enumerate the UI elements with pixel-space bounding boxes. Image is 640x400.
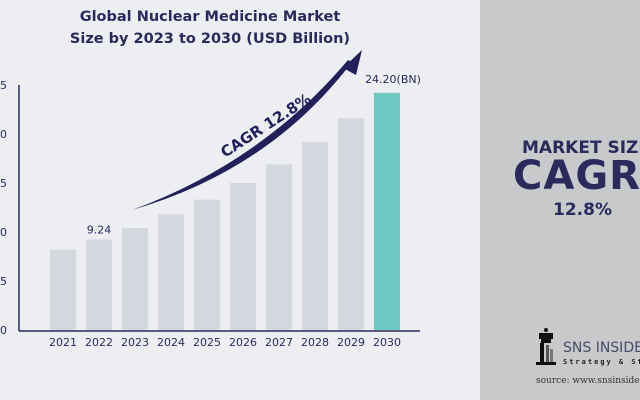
x-tick-label: 2027 — [265, 336, 293, 349]
bar-2021 — [50, 249, 76, 330]
y-tick-label: 10 — [0, 226, 7, 239]
bar-2023 — [122, 228, 148, 330]
brand-name: SNS INSIDER — [563, 340, 640, 356]
y-tick-label: 5 — [0, 275, 7, 288]
x-tick-label: 2023 — [121, 336, 149, 349]
cagr-heading: CAGR — [513, 153, 640, 199]
brand-tagline: Strategy & Stats — [563, 358, 640, 366]
y-tick-label: 0 — [0, 324, 7, 337]
title-line-1: Global Nuclear Medicine Market — [79, 9, 341, 25]
cagr-annotation: CAGR 12.8% — [217, 90, 314, 162]
x-tick-label: 2024 — [157, 336, 185, 349]
bar-2029 — [338, 118, 364, 330]
y-tick-label: 15 — [0, 177, 7, 190]
x-tick-label: 2029 — [337, 336, 365, 349]
bar-2025 — [194, 199, 220, 330]
chart-title: Global Nuclear Medicine Market Size by 2… — [40, 6, 380, 50]
bar-2026 — [230, 183, 256, 330]
market-size-heading: MARKET SIZE — [522, 138, 640, 158]
x-tick-label: 2025 — [193, 336, 221, 349]
bar-2022 — [86, 239, 112, 330]
bar-2027 — [266, 164, 292, 330]
x-tick-label: 2030 — [373, 336, 401, 349]
bar-2028 — [302, 141, 328, 330]
y-tick-label: 25 — [0, 79, 7, 92]
bar-2030 — [374, 92, 400, 330]
source-text: source: www.snsinsider.com — [536, 376, 640, 386]
bar-2024 — [158, 214, 184, 330]
title-line-2: Size by 2023 to 2030 (USD Billion) — [69, 31, 351, 47]
cagr-value: 12.8% — [553, 200, 612, 220]
x-tick-label: 2028 — [301, 336, 329, 349]
sns-logo-icon — [536, 328, 556, 365]
x-tick-label: 2021 — [49, 336, 77, 349]
x-tick-label: 2022 — [85, 336, 113, 349]
data-label-2030: 24.20(BN) — [365, 73, 421, 86]
x-tick-label: 2026 — [229, 336, 257, 349]
arrow-head-icon — [343, 50, 362, 75]
y-tick-label: 20 — [0, 128, 7, 141]
bar-chart: 0510152025 20212022202320242025202620272… — [0, 50, 421, 349]
side-panel: MARKET SIZE CAGR 12.8% SNS INSIDER Strat… — [480, 0, 640, 400]
data-label-2022: 9.24 — [87, 223, 112, 236]
